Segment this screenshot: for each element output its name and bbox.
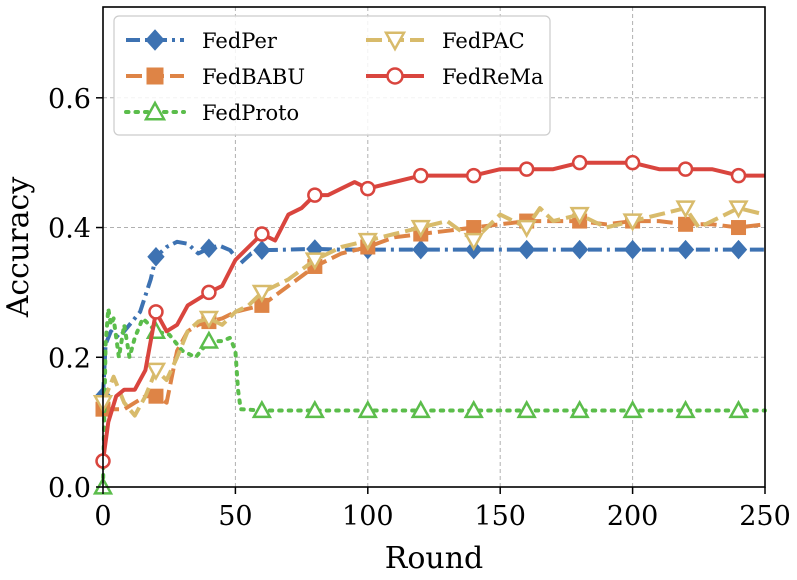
point-fedproto (569, 399, 590, 419)
point-fedproto (357, 399, 378, 419)
point-fedper (676, 239, 695, 260)
point-fedbabu (678, 216, 694, 232)
legend-item-fedproto: FedProto (124, 100, 299, 125)
point-fedproto (728, 399, 749, 419)
y-tick-label: 0.6 (48, 84, 91, 115)
legend-label-fedbabu: FedBABU (202, 65, 305, 89)
point-fedproto (198, 330, 220, 349)
legend-box (113, 15, 551, 136)
series-fedrema (95, 154, 765, 469)
point-fedper (200, 238, 218, 259)
point-fedproto (463, 399, 484, 419)
point-fedpac (357, 232, 378, 252)
point-fedpac (145, 362, 167, 381)
point-fedrema (677, 161, 694, 177)
point-fedrema (307, 187, 323, 203)
point-fedrema (730, 167, 747, 184)
legend-label-fedproto: FedProto (202, 101, 299, 125)
point-fedrema (201, 284, 217, 301)
point-fedpac (251, 284, 273, 303)
legend-marker-fedbabu (146, 67, 164, 85)
y-tick-label: 0.0 (48, 473, 91, 504)
legend-marker-fedper (145, 29, 165, 51)
point-fedpac (675, 200, 696, 219)
legend-item-fedbabu: FedBABU (126, 65, 305, 89)
point-fedpac (622, 213, 643, 232)
point-fedrema (518, 161, 535, 177)
legend-label-fedper: FedPer (202, 29, 278, 53)
x-axis-label: Round (385, 541, 484, 576)
point-fedrema (148, 304, 164, 320)
legend-label-fedrema: FedReMa (442, 65, 544, 89)
point-fedproto (251, 399, 273, 419)
point-fedbabu (731, 220, 747, 236)
legend-label-fedpac: FedPAC (442, 29, 525, 53)
y-tick-label: 0.2 (48, 343, 91, 374)
series-group (92, 154, 767, 495)
x-tick-label: 100 (342, 501, 394, 532)
point-fedbabu (148, 388, 164, 404)
point-fedproto (304, 399, 325, 419)
point-fedrema (360, 180, 376, 197)
series-fedproto (92, 306, 767, 495)
legend-item-fedrema: FedReMa (366, 65, 544, 89)
point-fedpac (569, 206, 590, 226)
legend-marker-fedpac (383, 31, 407, 52)
legend-marker-fedrema (386, 67, 404, 85)
x-tick-label: 150 (474, 501, 526, 532)
point-fedproto (516, 399, 537, 419)
x-tick-label: 200 (607, 501, 659, 532)
point-fedproto (675, 399, 696, 419)
series-line-fedproto (101, 306, 767, 489)
point-fedrema (254, 226, 270, 242)
point-fedper (253, 240, 271, 260)
point-fedper (518, 239, 536, 260)
point-fedrema (624, 154, 641, 171)
point-fedpac (728, 200, 749, 219)
legend-item-fedper: FedPer (126, 29, 278, 53)
point-fedper (623, 239, 642, 260)
point-fedrema (465, 167, 482, 184)
point-fedpac (198, 310, 220, 329)
point-fedper (412, 239, 430, 260)
point-fedrema (413, 167, 429, 184)
legend-item-fedpac: FedPAC (366, 29, 525, 53)
point-fedproto (410, 399, 431, 419)
series-fedper (94, 238, 765, 406)
point-fedper (729, 239, 748, 260)
axis-ticks: 0 50 100 150 200 250 0.0 0.2 0.4 0.6 (48, 84, 791, 532)
point-fedper (570, 239, 589, 260)
point-fedrema (571, 154, 588, 171)
point-fedper (147, 246, 165, 267)
point-fedproto (622, 399, 643, 419)
series-fedbabu (95, 213, 766, 417)
x-tick-label: 50 (218, 501, 252, 532)
point-fedpac (516, 219, 537, 239)
point-fedpac (463, 232, 484, 252)
legend-marker-fedproto (143, 100, 167, 121)
series-fedpac (92, 200, 766, 418)
x-tick-label: 0 (94, 501, 111, 532)
plot-frame (102, 6, 766, 488)
series-line-fedper (101, 239, 765, 397)
point-fedpac (410, 219, 431, 239)
y-tick-label: 0.4 (48, 214, 91, 245)
legend: FedPer FedBABU FedProto FedPAC FedReMa (113, 15, 551, 136)
point-fedpac (304, 252, 325, 271)
y-axis-label: Accuracy (1, 177, 36, 319)
point-fedbabu (466, 220, 482, 236)
x-tick-label: 250 (739, 501, 791, 532)
